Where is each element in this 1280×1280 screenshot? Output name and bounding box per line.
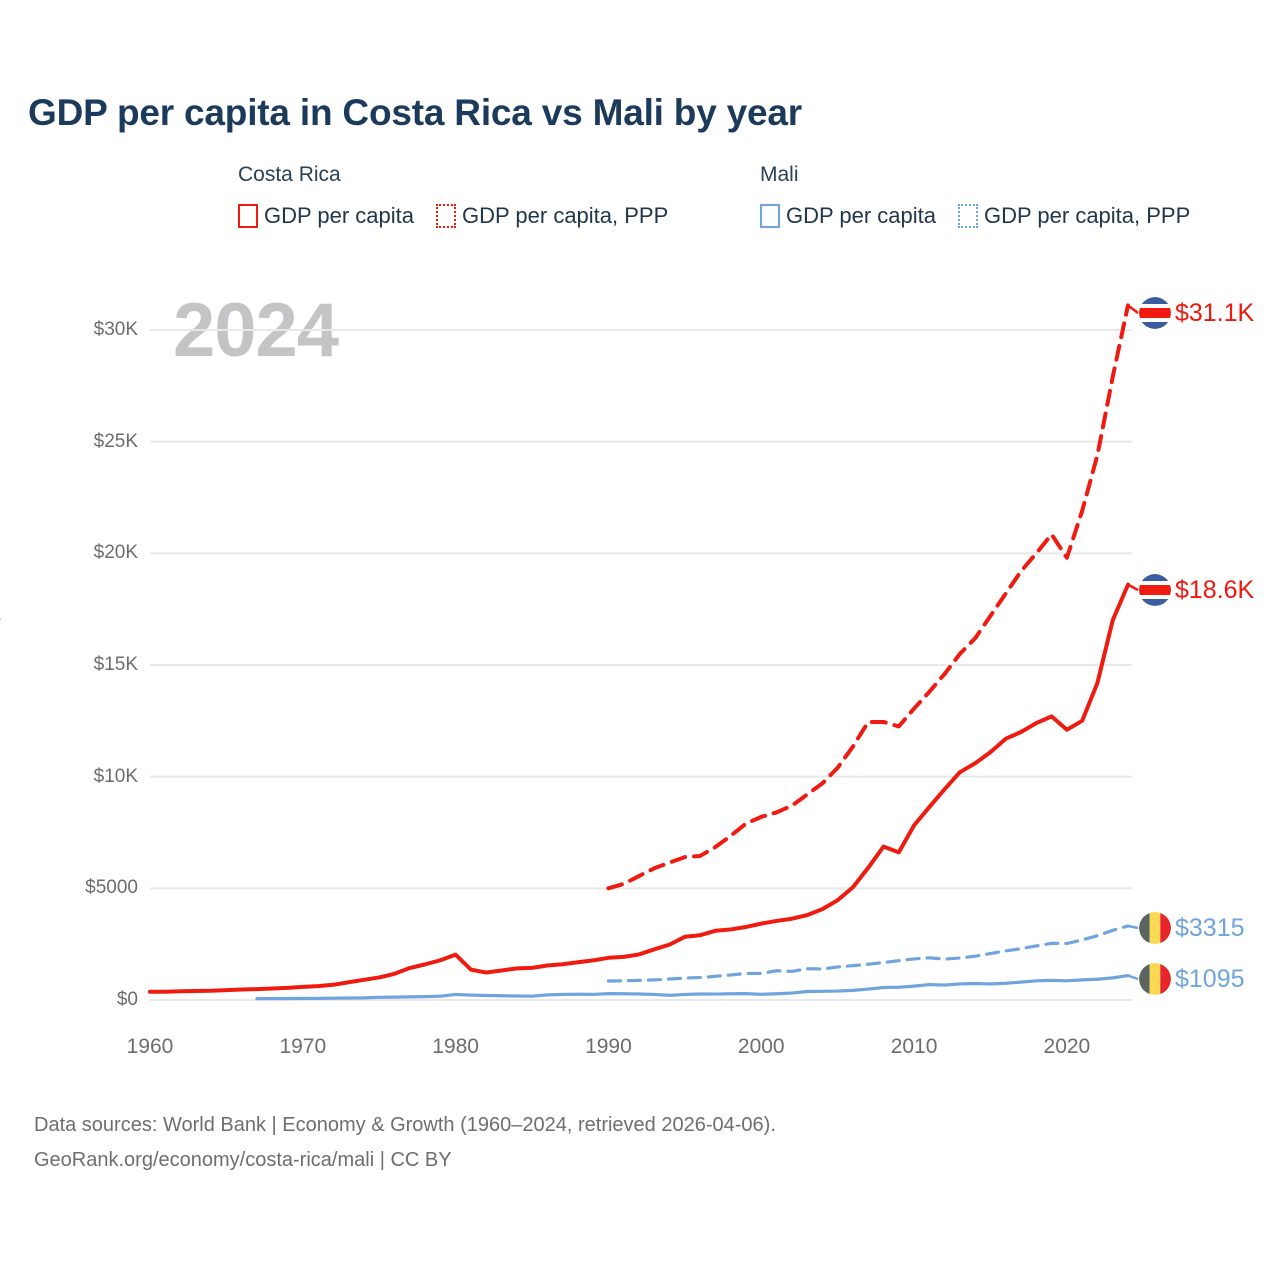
legend-item-mali-gdp-ppp[interactable]: GDP per capita, PPP	[958, 203, 1190, 229]
year-watermark: 2024	[173, 288, 339, 373]
x-tick-label: 1960	[126, 1035, 174, 1058]
legend-item-costa-rica-gdp[interactable]: GDP per capita	[238, 203, 414, 229]
y-tick-label: $25K	[93, 430, 138, 452]
data-series	[148, 303, 1130, 1001]
end-label-value: $31.1K	[1175, 298, 1255, 327]
costa-rica-flag-icon	[1139, 297, 1171, 329]
x-tick-label: 2000	[737, 1035, 785, 1058]
mali-flag-icon	[1139, 963, 1171, 995]
legend-group-title-costa-rica: Costa Rica	[238, 163, 341, 186]
footer-line-url[interactable]: GeoRank.org/economy/costa-rica/mali | CC…	[34, 1149, 452, 1171]
chart-legend: Costa Rica Mali GDP per capita GDP per c…	[238, 163, 1258, 243]
x-tick-label: 1990	[585, 1035, 632, 1058]
y-axis-label: Current $	[0, 615, 3, 686]
end-label-value: $3315	[1175, 913, 1245, 942]
end-label-costa-rica-nominal: $18.6K	[1139, 574, 1254, 606]
legend-label: GDP per capita	[264, 203, 415, 228]
footer-credits: Data sources: World Bank | Economy & Gro…	[34, 1108, 776, 1178]
y-tick-label: $0	[116, 989, 138, 1010]
x-tick-label: 1980	[432, 1035, 479, 1058]
y-tick-label: $20K	[93, 542, 138, 564]
page-title: GDP per capita in Costa Rica vs Mali by …	[28, 92, 802, 133]
legend-swatch-solid-icon	[238, 204, 258, 228]
end-label-value: $1095	[1175, 964, 1245, 993]
gridlines	[150, 329, 1132, 1001]
series-line	[606, 924, 1130, 983]
legend-label: GDP per capita, PPP	[462, 203, 669, 228]
series-line	[255, 973, 1130, 1001]
end-label-costa-rica-ppp: $31.1K	[1139, 297, 1254, 329]
series-line	[148, 582, 1130, 994]
legend-swatch-dotted-icon	[436, 204, 457, 228]
legend-group-title-mali: Mali	[760, 163, 799, 186]
y-tick-label: $5000	[85, 877, 138, 899]
legend-label: GDP per capita	[786, 203, 937, 228]
y-tick-label: $15K	[93, 654, 138, 675]
legend-item-costa-rica-gdp-ppp[interactable]: GDP per capita, PPP	[436, 203, 668, 229]
end-label-mali-ppp: $3315	[1139, 912, 1245, 944]
legend-swatch-solid-icon	[760, 204, 780, 228]
legend-row-costa-rica: GDP per capita GDP per capita, PPP	[238, 203, 690, 229]
end-label-value: $18.6K	[1175, 575, 1255, 604]
legend-swatch-dotted-icon	[958, 204, 979, 228]
costa-rica-flag-icon	[1139, 574, 1171, 606]
legend-row-mali: GDP per capita GDP per capita, PPP	[760, 203, 1212, 229]
series-line	[606, 303, 1130, 891]
end-label-mali-nominal: $1095	[1139, 963, 1245, 995]
x-tick-label: 1970	[279, 1035, 327, 1058]
mali-flag-icon	[1139, 912, 1171, 944]
footer-line-sources: Data sources: World Bank | Economy & Gro…	[34, 1114, 776, 1136]
x-tick-label: 2020	[1043, 1035, 1091, 1058]
y-tick-label: $10K	[93, 765, 138, 787]
y-tick-label: $30K	[93, 319, 138, 340]
x-tick-label: 2010	[890, 1035, 938, 1058]
legend-label: GDP per capita, PPP	[984, 203, 1191, 228]
leader-lines	[1127, 304, 1139, 981]
legend-item-mali-gdp[interactable]: GDP per capita	[760, 203, 936, 229]
